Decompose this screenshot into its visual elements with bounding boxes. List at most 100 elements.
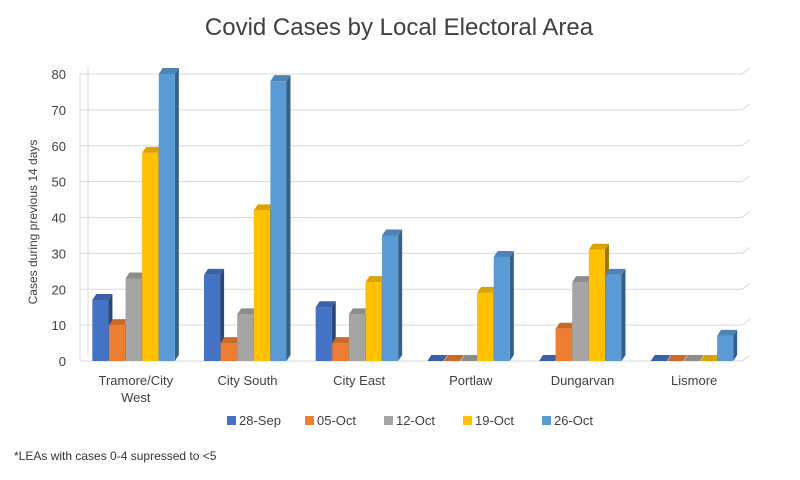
bar-front bbox=[315, 307, 332, 361]
bar-side bbox=[621, 268, 626, 361]
gridline-depth bbox=[741, 103, 751, 111]
bar-top bbox=[605, 268, 626, 275]
footnote: *LEAs with cases 0-4 supressed to <5 bbox=[14, 449, 217, 463]
y-axis-label: Cases during previous 14 days bbox=[26, 140, 40, 305]
bar-side bbox=[220, 268, 225, 361]
bar-front bbox=[717, 335, 734, 361]
y-tick-label: 0 bbox=[59, 354, 66, 369]
bar-26-Oct-5 bbox=[717, 329, 738, 361]
bar-top bbox=[315, 301, 336, 308]
legend-item-05-Oct: 05-Oct bbox=[305, 413, 356, 428]
bar-top bbox=[539, 355, 560, 361]
bar-front bbox=[572, 282, 589, 361]
gridline-depth bbox=[741, 175, 751, 183]
bar-top bbox=[332, 337, 353, 344]
x-category-label: Portlaw bbox=[449, 373, 493, 388]
bar-front bbox=[92, 300, 109, 361]
y-tick-label: 40 bbox=[52, 211, 66, 226]
bar-28-Sep-5 bbox=[650, 355, 671, 361]
chart-title: Covid Cases by Local Electoral Area bbox=[205, 14, 594, 41]
legend-item-28-Sep: 28-Sep bbox=[227, 413, 281, 428]
x-category-label: Tramore/City bbox=[99, 373, 174, 388]
bar-front bbox=[253, 210, 270, 361]
y-tick-label: 60 bbox=[52, 139, 66, 154]
bar-front bbox=[237, 314, 254, 361]
x-category-label: West bbox=[121, 390, 151, 405]
bar-front bbox=[365, 282, 382, 361]
bar-05-Oct-5 bbox=[667, 355, 688, 361]
legend-label: 19-Oct bbox=[475, 413, 514, 428]
bar-front bbox=[555, 328, 572, 361]
bar-front bbox=[270, 81, 287, 362]
bar-05-Oct-3 bbox=[443, 355, 465, 361]
bar-top bbox=[460, 355, 481, 361]
bar-top bbox=[125, 272, 146, 279]
bar-front bbox=[220, 343, 237, 361]
y-tick-label: 30 bbox=[52, 246, 66, 261]
legend-item-26-Oct: 26-Oct bbox=[542, 413, 593, 428]
bar-top bbox=[108, 319, 130, 326]
bar-26-Oct-1 bbox=[270, 75, 291, 362]
bar-26-Oct-3 bbox=[493, 250, 514, 361]
bar-top bbox=[427, 355, 448, 361]
y-tick-label: 70 bbox=[52, 103, 66, 118]
bar-28-Sep-3 bbox=[427, 355, 448, 361]
bar-side bbox=[174, 68, 179, 361]
bar-front bbox=[588, 249, 605, 361]
bar-top bbox=[443, 355, 465, 361]
bar-front bbox=[108, 325, 126, 361]
bar-26-Oct-2 bbox=[382, 229, 403, 361]
gridline-depth bbox=[741, 211, 751, 218]
bar-12-Oct-5 bbox=[683, 355, 704, 361]
gridline-depth bbox=[741, 282, 751, 290]
bar-19-Oct-5 bbox=[700, 355, 721, 361]
bar-top bbox=[270, 75, 291, 82]
legend-swatch bbox=[542, 416, 551, 425]
bar-side bbox=[398, 229, 403, 361]
bar-side bbox=[286, 75, 291, 362]
legend-item-19-Oct: 19-Oct bbox=[463, 413, 514, 428]
gridline-depth bbox=[741, 354, 751, 362]
bar-top bbox=[650, 355, 671, 361]
bar-front bbox=[493, 256, 510, 361]
bar-top bbox=[158, 68, 179, 74]
bar-front bbox=[158, 74, 175, 361]
gridline-depth bbox=[741, 139, 751, 147]
x-category-label: City South bbox=[218, 373, 278, 388]
bar-top bbox=[683, 355, 704, 361]
bar-top bbox=[588, 243, 609, 250]
x-category-label: Lismore bbox=[671, 373, 717, 388]
gridline-depth bbox=[741, 318, 751, 326]
gridline-depth bbox=[741, 67, 751, 75]
bar-front bbox=[142, 152, 159, 361]
legend-label: 26-Oct bbox=[554, 413, 593, 428]
y-tick-label: 10 bbox=[52, 318, 66, 333]
bar-front bbox=[382, 235, 399, 361]
y-tick-label: 20 bbox=[52, 282, 66, 297]
bar-front bbox=[348, 314, 365, 361]
legend-item-12-Oct: 12-Oct bbox=[384, 413, 435, 428]
legend-label: 12-Oct bbox=[396, 413, 435, 428]
bars bbox=[92, 68, 738, 362]
y-axis-ticks: 0 10 20 30 40 50 60 70 80 bbox=[52, 67, 66, 369]
legend-label: 28-Sep bbox=[239, 413, 281, 428]
legend-swatch bbox=[384, 416, 393, 425]
x-category-label: Dungarvan bbox=[551, 373, 615, 388]
legend-swatch bbox=[463, 416, 472, 425]
bar-top bbox=[92, 294, 113, 301]
legend: 28-Sep 05-Oct 12-Oct 19-Oct 26-Oct bbox=[227, 413, 593, 428]
y-tick-label: 50 bbox=[52, 175, 66, 190]
gridline-depth bbox=[741, 246, 751, 254]
bar-top bbox=[700, 355, 721, 361]
bar-side bbox=[509, 250, 514, 361]
bar-front bbox=[477, 292, 494, 361]
bar-top bbox=[204, 268, 225, 275]
bar-top bbox=[382, 229, 403, 236]
bar-top bbox=[555, 322, 576, 329]
y-tick-label: 80 bbox=[52, 67, 66, 82]
bar-top bbox=[253, 204, 274, 211]
bar-front bbox=[125, 278, 142, 361]
gridlines bbox=[79, 67, 751, 362]
bar-12-Oct-3 bbox=[460, 355, 481, 361]
